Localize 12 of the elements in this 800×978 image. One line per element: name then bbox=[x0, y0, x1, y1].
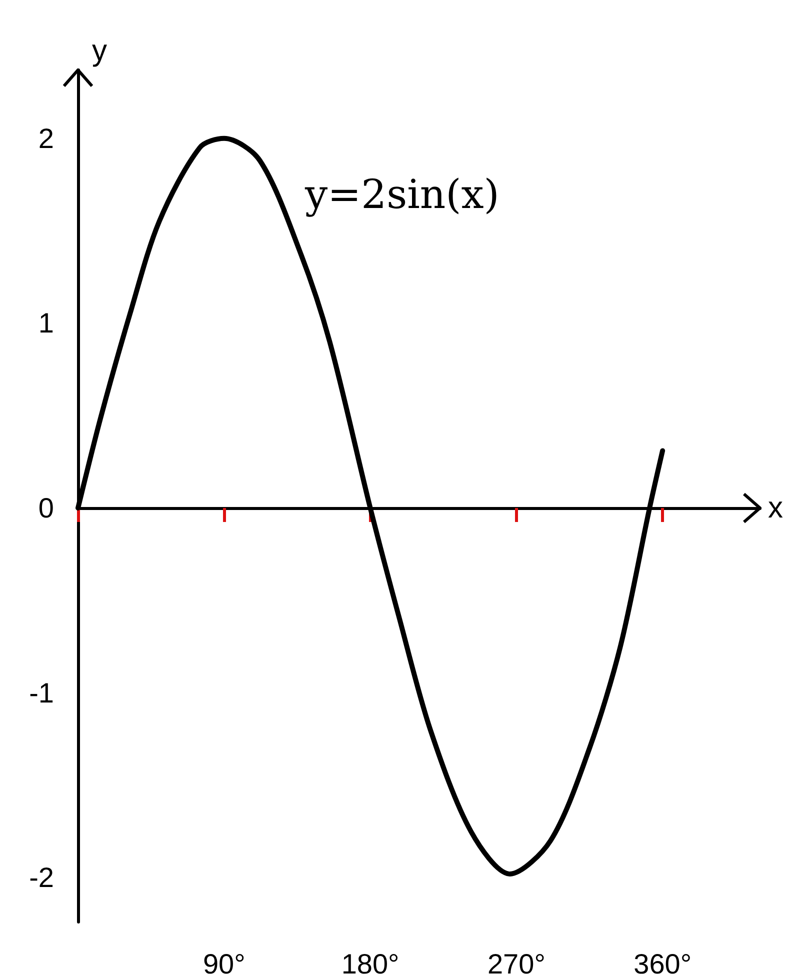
x-axis-title: x bbox=[768, 492, 783, 525]
y-tick-label: 0 bbox=[38, 492, 54, 524]
y-axis-title: y bbox=[92, 34, 107, 68]
x-tick-label: 360° bbox=[634, 948, 692, 978]
x-tick-label: 270° bbox=[487, 948, 546, 978]
x-tick-label: 90° bbox=[202, 948, 246, 978]
y-tick-label: 1 bbox=[38, 308, 54, 339]
y-tick-label: -1 bbox=[29, 677, 54, 708]
y-tick-label: -2 bbox=[29, 862, 54, 894]
x-tick-label: 180° bbox=[341, 948, 400, 978]
y-tick-label: 2 bbox=[38, 122, 54, 154]
annotation: y=2sin(x) bbox=[304, 172, 500, 218]
